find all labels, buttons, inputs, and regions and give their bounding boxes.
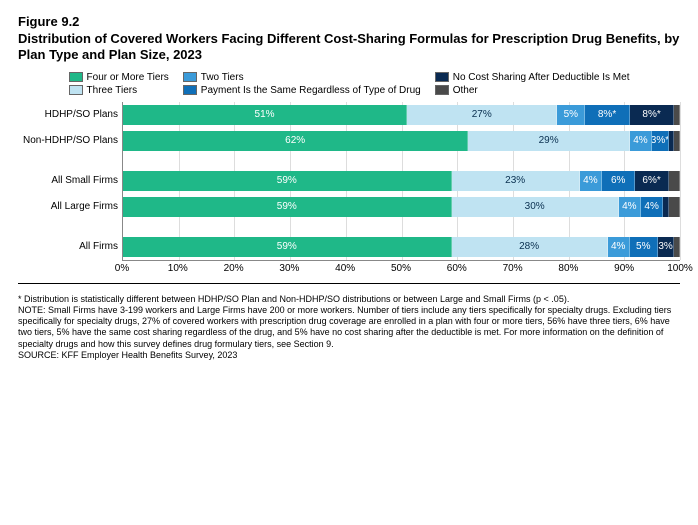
stacked-bar: 62%29%4%3%*	[123, 131, 680, 151]
legend-item: Two Tiers	[183, 72, 421, 83]
x-tick: 0%	[115, 263, 129, 274]
category-label: Non-HDHP/SO Plans	[18, 128, 122, 154]
stacked-bar: 59%28%4%5%3%	[123, 237, 680, 257]
x-tick: 20%	[224, 263, 244, 274]
legend-swatch	[435, 85, 449, 95]
bar-segment: 4%	[630, 131, 652, 151]
x-tick: 30%	[279, 263, 299, 274]
legend: Four or More Tiers Three Tiers Two Tiers Pa…	[18, 72, 680, 96]
bar-segment: 59%	[123, 171, 452, 191]
y-axis-labels: HDHP/SO PlansNon-HDHP/SO Plans All Small …	[18, 102, 122, 261]
bar-row: 59%28%4%5%3%	[123, 234, 680, 260]
bar-row: 62%29%4%3%*	[123, 128, 680, 154]
stacked-bar: 59%23%4%6%6%*	[123, 171, 680, 191]
legend-item: No Cost Sharing After Deductible Is Met	[435, 72, 630, 83]
stacked-bar: 51%27%5%8%*8%*	[123, 105, 680, 125]
page-title: Distribution of Covered Workers Facing D…	[18, 31, 680, 64]
category-label: All Firms	[18, 234, 122, 260]
stacked-bar: 59%30%4%4%	[123, 197, 680, 217]
footnote-line: NOTE: Small Firms have 3-199 workers and…	[18, 305, 680, 350]
x-tick: 100%	[667, 263, 693, 274]
x-tick: 70%	[503, 263, 523, 274]
bar-segment: 23%	[452, 171, 580, 191]
legend-item: Payment Is the Same Regardless of Type o…	[183, 85, 421, 96]
bar-segment	[674, 105, 680, 125]
bar-segment: 4%	[641, 197, 663, 217]
bar-segment: 5%	[557, 105, 585, 125]
bar-segment: 4%	[580, 171, 602, 191]
legend-label: Other	[453, 85, 478, 96]
bar-segment: 28%	[452, 237, 608, 257]
bar-segment: 6%	[602, 171, 635, 191]
bar-segment: 51%	[123, 105, 407, 125]
legend-swatch	[435, 72, 449, 82]
bar-segment	[669, 171, 680, 191]
bar-segment: 29%	[468, 131, 630, 151]
x-tick: 40%	[335, 263, 355, 274]
legend-swatch	[69, 72, 83, 82]
bar-row: 51%27%5%8%*8%*	[123, 102, 680, 128]
bar-row: 59%30%4%4%	[123, 194, 680, 220]
x-tick: 10%	[168, 263, 188, 274]
legend-swatch	[69, 85, 83, 95]
x-tick: 80%	[558, 263, 578, 274]
bar-segment	[674, 237, 680, 257]
category-label: HDHP/SO Plans	[18, 102, 122, 128]
x-axis: 0%10%20%30%40%50%60%70%80%90%100%	[122, 261, 680, 277]
legend-item: Other	[435, 85, 630, 96]
footnote: * Distribution is statistically differen…	[18, 294, 680, 362]
bar-segment: 8%*	[585, 105, 630, 125]
bar-segment: 62%	[123, 131, 468, 151]
bar-segment: 6%*	[635, 171, 668, 191]
category-label: All Large Firms	[18, 194, 122, 220]
separator	[18, 283, 680, 284]
legend-swatch	[183, 85, 197, 95]
bar-segment: 4%	[608, 237, 630, 257]
legend-label: Payment Is the Same Regardless of Type o…	[201, 85, 421, 96]
bar-segment: 30%	[452, 197, 619, 217]
legend-item: Three Tiers	[69, 85, 169, 96]
bar-segment: 8%*	[630, 105, 675, 125]
bar-segment: 3%	[658, 237, 675, 257]
legend-item: Four or More Tiers	[69, 72, 169, 83]
figure-label: Figure 9.2	[18, 14, 680, 29]
x-tick: 90%	[614, 263, 634, 274]
category-label: All Small Firms	[18, 168, 122, 194]
legend-swatch	[183, 72, 197, 82]
bar-segment: 27%	[407, 105, 557, 125]
footnote-line: SOURCE: KFF Employer Health Benefits Sur…	[18, 350, 680, 361]
bar-segment: 59%	[123, 197, 452, 217]
plot-area: 51%27%5%8%*8%*62%29%4%3%*59%23%4%6%6%*59…	[122, 102, 680, 261]
bar-segment	[669, 197, 680, 217]
legend-label: Two Tiers	[201, 72, 244, 83]
legend-label: No Cost Sharing After Deductible Is Met	[453, 72, 630, 83]
footnote-line: * Distribution is statistically differen…	[18, 294, 680, 305]
x-tick: 50%	[391, 263, 411, 274]
bar-segment: 3%*	[652, 131, 669, 151]
bar-row: 59%23%4%6%6%*	[123, 168, 680, 194]
legend-label: Four or More Tiers	[87, 72, 169, 83]
x-tick: 60%	[447, 263, 467, 274]
chart: HDHP/SO PlansNon-HDHP/SO Plans All Small …	[18, 102, 680, 261]
bar-segment	[674, 131, 680, 151]
bar-segment: 5%	[630, 237, 658, 257]
legend-label: Three Tiers	[87, 85, 138, 96]
bar-segment: 59%	[123, 237, 452, 257]
bar-segment: 4%	[619, 197, 641, 217]
